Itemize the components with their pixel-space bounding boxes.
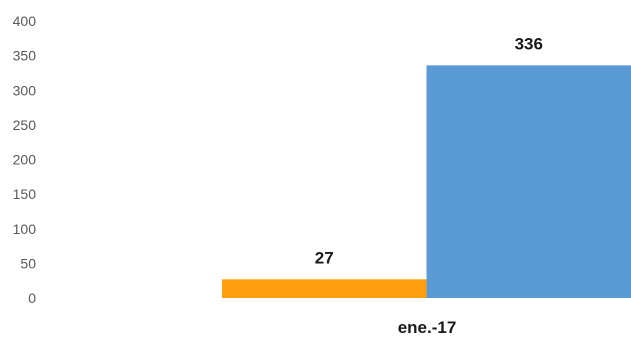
bar-series-1 [222, 279, 427, 298]
y-axis: 0 50 100 150 200 250 300 350 400 [13, 13, 37, 306]
x-category-label: ene.-17 [398, 318, 457, 337]
y-tick-label: 250 [13, 117, 37, 133]
y-tick-label: 300 [13, 82, 37, 98]
data-label-series-1: 27 [315, 248, 334, 267]
y-tick-label: 150 [13, 186, 37, 202]
y-tick-label: 350 [13, 48, 37, 64]
data-labels: 27 336 [315, 34, 543, 267]
y-tick-label: 100 [13, 221, 37, 237]
y-tick-label: 400 [13, 13, 37, 29]
bars [222, 65, 631, 298]
y-tick-label: 200 [13, 152, 37, 168]
data-label-series-2: 336 [515, 34, 543, 53]
x-axis: ene.-17 [398, 318, 457, 337]
bar-series-2 [426, 65, 631, 298]
y-tick-label: 0 [28, 290, 36, 306]
y-tick-label: 50 [20, 255, 36, 271]
